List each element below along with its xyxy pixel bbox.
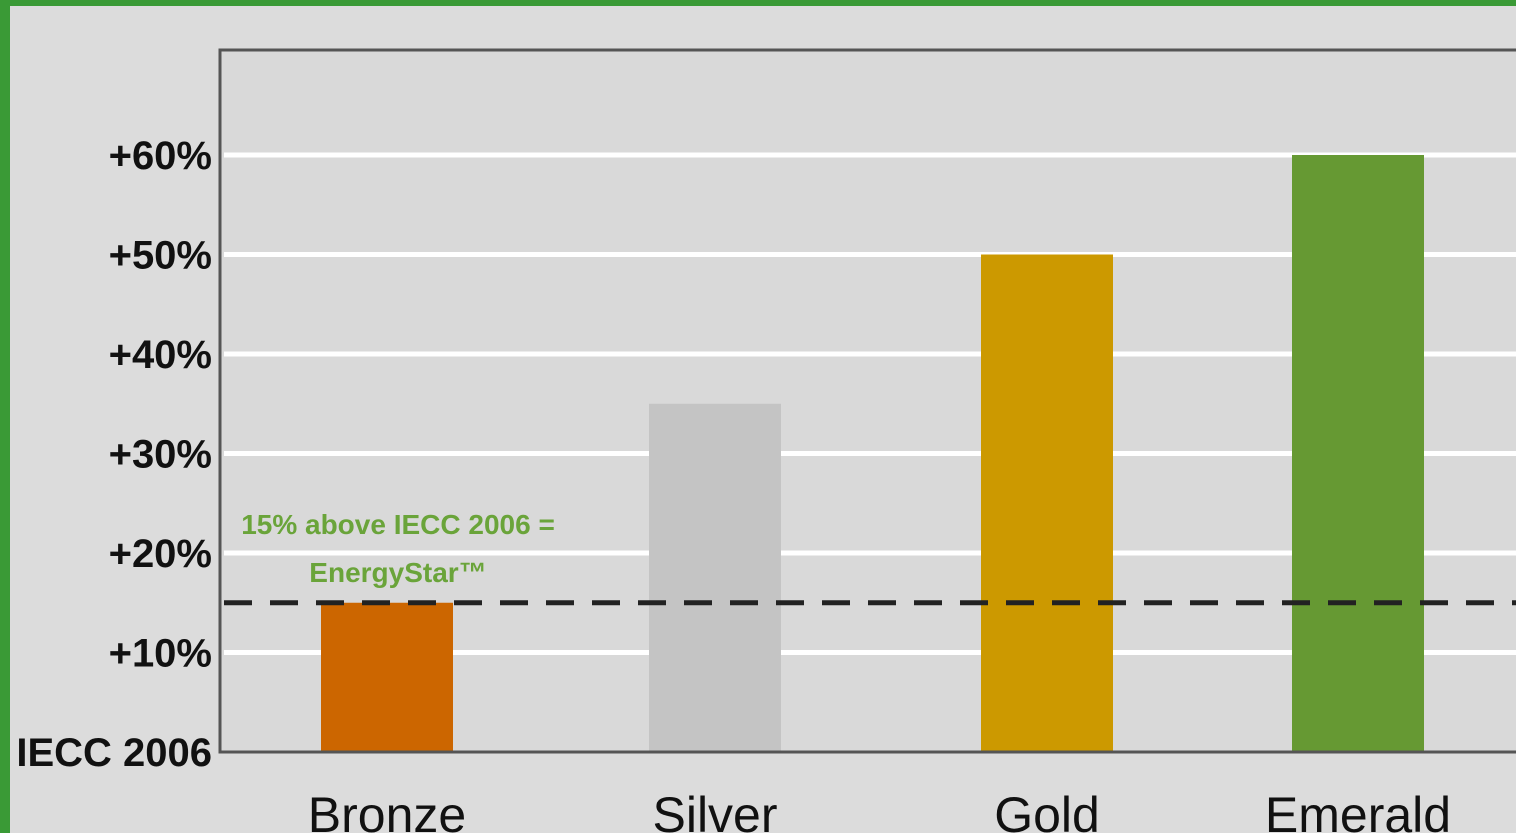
x-tick-label: Gold bbox=[994, 787, 1100, 833]
y-tick-label: IECC 2006 bbox=[16, 731, 212, 775]
bars bbox=[321, 155, 1424, 752]
bar-gold bbox=[981, 254, 1113, 752]
y-tick-label: +30% bbox=[109, 433, 212, 477]
x-tick-label: Silver bbox=[652, 787, 777, 833]
bar-silver bbox=[649, 403, 781, 752]
bar-bronze bbox=[321, 602, 453, 752]
y-tick-label: +20% bbox=[109, 532, 212, 576]
bar-chart: IECC 2006 +10% +20% +30% +40% +50% +60% Bronze… bbox=[16, 48, 1516, 833]
x-tick-labels: Bronze Silver Gold Emerald bbox=[308, 787, 1451, 833]
x-tick-label: Emerald bbox=[1265, 787, 1451, 833]
y-tick-labels: IECC 2006 +10% +20% +30% +40% +50% +60% bbox=[16, 134, 212, 775]
x-tick-label: Bronze bbox=[308, 787, 466, 833]
y-tick-label: +40% bbox=[109, 333, 212, 377]
reference-line-label-line1: 15% above IECC 2006 = bbox=[241, 509, 555, 540]
y-tick-label: +50% bbox=[109, 234, 212, 278]
y-tick-label: +60% bbox=[109, 134, 212, 178]
reference-line-label-line2: EnergyStar™ bbox=[309, 557, 486, 588]
y-tick-label: +10% bbox=[109, 632, 212, 676]
bar-emerald bbox=[1292, 155, 1424, 752]
